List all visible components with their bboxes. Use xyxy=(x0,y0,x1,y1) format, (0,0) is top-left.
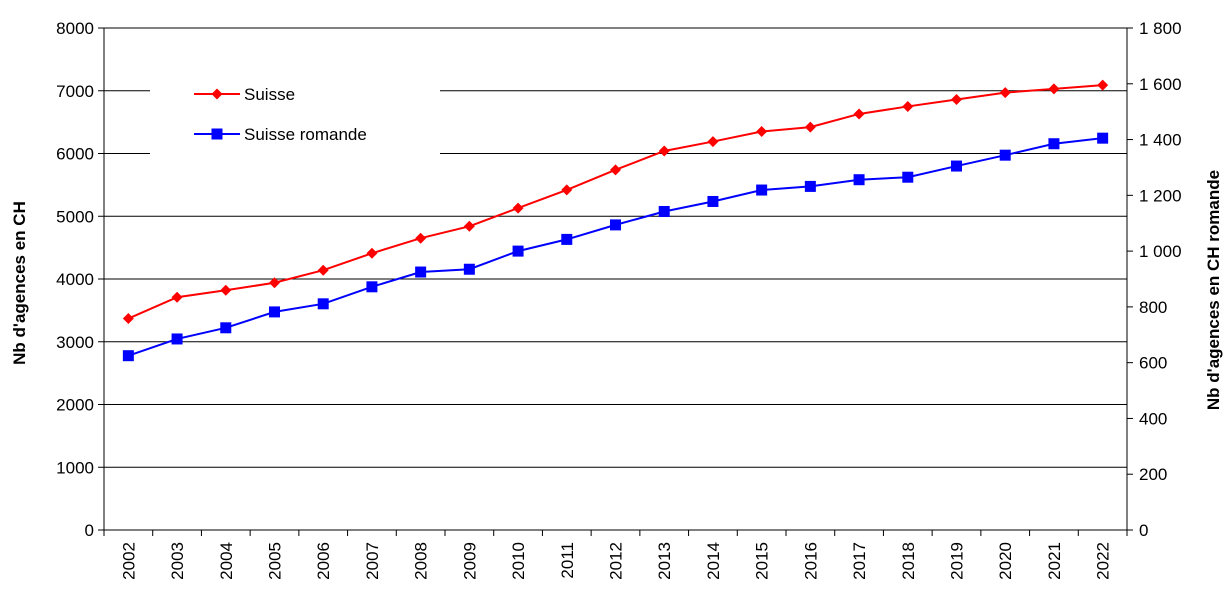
data-point xyxy=(171,333,183,345)
legend-label: Suisse xyxy=(244,85,295,104)
data-point xyxy=(512,245,524,257)
data-point xyxy=(756,126,768,138)
x-tick-label: 2015 xyxy=(753,542,772,580)
left-tick-label: 5000 xyxy=(56,207,94,226)
x-tick-label: 2017 xyxy=(850,542,869,580)
data-point xyxy=(658,206,670,218)
x-tick-label: 2013 xyxy=(655,542,674,580)
data-point xyxy=(951,160,962,172)
x-tick-label: 2020 xyxy=(996,542,1015,580)
data-point xyxy=(211,88,223,100)
left-tick-label: 1000 xyxy=(56,458,94,477)
x-tick-label: 2003 xyxy=(168,542,187,580)
data-point xyxy=(853,174,865,186)
data-point xyxy=(756,184,768,196)
data-point xyxy=(951,94,962,106)
data-point xyxy=(171,291,183,303)
data-point xyxy=(122,350,134,362)
data-point xyxy=(610,219,621,231)
data-point xyxy=(366,247,378,259)
data-point xyxy=(804,180,816,192)
x-tick-label: 2018 xyxy=(899,542,918,580)
legend-background xyxy=(150,62,440,170)
data-point xyxy=(1048,138,1060,150)
right-tick-label: 1 600 xyxy=(1139,75,1182,94)
series-lines xyxy=(122,79,1109,362)
data-point xyxy=(512,202,524,214)
data-point xyxy=(317,298,329,310)
x-tick-label: 2008 xyxy=(412,542,431,580)
data-point xyxy=(853,108,865,120)
left-tick-label: 4000 xyxy=(56,270,94,289)
data-point xyxy=(999,149,1011,161)
data-point xyxy=(902,100,914,112)
data-point xyxy=(220,322,232,334)
right-tick-label: 1 400 xyxy=(1139,131,1182,150)
right-tick-label: 800 xyxy=(1139,298,1167,317)
right-tick-label: 1 200 xyxy=(1139,186,1182,205)
right-tick-label: 1 000 xyxy=(1139,242,1182,261)
right-tick-label: 400 xyxy=(1139,409,1167,428)
data-point xyxy=(1097,79,1109,91)
right-axis-ticks: 0 200 400 600 800 1 000 1 200 1 400 1 600 1 800 xyxy=(1127,19,1182,540)
data-point xyxy=(269,306,280,318)
legend: Suisse Suisse romande xyxy=(150,62,440,170)
x-tick-label: 2005 xyxy=(266,542,285,580)
data-point xyxy=(610,164,621,176)
left-tick-label: 8000 xyxy=(56,19,94,38)
data-point xyxy=(415,266,427,278)
x-tick-label: 2016 xyxy=(801,542,820,580)
data-point xyxy=(658,145,670,157)
right-tick-label: 200 xyxy=(1139,465,1167,484)
x-tick-label: 2004 xyxy=(217,542,236,580)
series-square xyxy=(122,132,1109,362)
right-tick-label: 600 xyxy=(1139,354,1167,373)
right-tick-label: 0 xyxy=(1139,521,1148,540)
x-tick-label: 2002 xyxy=(119,542,138,580)
x-tick-label: 2009 xyxy=(460,542,479,580)
data-point xyxy=(707,136,719,148)
left-tick-label: 6000 xyxy=(56,145,94,164)
data-point xyxy=(1048,83,1060,95)
data-point xyxy=(220,284,232,296)
data-point xyxy=(317,264,329,276)
x-tick-label: 2012 xyxy=(607,542,626,580)
left-tick-label: 7000 xyxy=(56,82,94,101)
data-point xyxy=(999,87,1011,99)
x-tick-label: 2014 xyxy=(704,542,723,580)
x-tick-label: 2007 xyxy=(363,542,382,580)
data-point xyxy=(707,195,719,207)
x-tick-label: 2011 xyxy=(558,542,577,579)
data-point xyxy=(463,263,475,275)
x-tick-label: 2019 xyxy=(948,542,967,580)
data-point xyxy=(122,313,134,325)
right-axis-title: Nb d'agences en CH romande xyxy=(1204,170,1223,410)
data-point xyxy=(415,232,427,244)
data-point xyxy=(561,233,573,245)
left-axis-title: Nb d'agences en CH xyxy=(10,201,29,365)
data-point xyxy=(804,121,816,133)
right-tick-label: 1 800 xyxy=(1139,19,1182,38)
x-tick-label: 2006 xyxy=(314,542,333,580)
left-tick-label: 2000 xyxy=(56,396,94,415)
x-tick-label: 2022 xyxy=(1094,542,1113,580)
series-diamond xyxy=(122,79,1109,325)
data-point xyxy=(269,277,280,289)
data-point xyxy=(902,171,914,183)
left-tick-label: 0 xyxy=(85,521,94,540)
x-tick-label: 2021 xyxy=(1045,542,1064,580)
data-point xyxy=(1097,132,1109,144)
left-tick-label: 3000 xyxy=(56,333,94,352)
legend-label: Suisse romande xyxy=(244,125,367,144)
left-axis-ticks: 0 1000 2000 3000 4000 5000 6000 7000 8000 xyxy=(56,19,104,540)
data-point xyxy=(463,220,475,232)
x-tick-label: 2010 xyxy=(509,542,528,580)
data-point xyxy=(561,184,573,196)
data-point xyxy=(366,281,378,293)
x-axis-ticks: 2002 2003 2004 2005 2006 2007 2008 2009 2010 2011… xyxy=(103,530,1128,580)
data-point xyxy=(211,128,223,140)
